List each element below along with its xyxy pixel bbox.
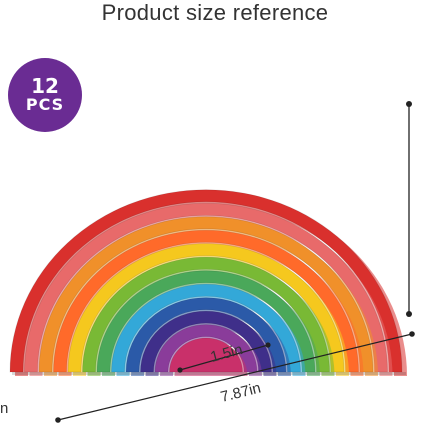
total-arrow-left-dot	[55, 417, 61, 423]
rainbow-arc-4	[53, 229, 359, 373]
inner-arrow-left-dot	[177, 367, 183, 373]
inner-width-dimension	[179, 344, 269, 371]
total-width-label: 7.87in	[219, 379, 263, 405]
total-arrow-right-dot	[409, 331, 415, 337]
rainbow-arc-6	[82, 256, 330, 373]
page-heading: Product size reference	[101, 0, 329, 25]
rainbow-arc-9	[125, 297, 287, 373]
badge-count: 12	[31, 74, 59, 98]
rainbow-arc-5	[67, 243, 345, 373]
inner-arrow-right-dot	[265, 342, 271, 348]
height-arrow-top-dot	[406, 101, 412, 107]
rainbow-arc-7	[96, 270, 316, 373]
rainbow-base-shadow	[12, 372, 406, 375]
total-width-dimension	[57, 333, 413, 421]
rainbow-arc-8	[111, 283, 301, 373]
rainbow-stack	[9, 189, 407, 376]
piece-count-badge: 12 PCS	[8, 58, 82, 132]
rainbow-arc-1	[9, 189, 403, 373]
rainbow-arc-2	[24, 202, 388, 373]
rainbow-arc-12	[169, 337, 243, 373]
rainbow-arc-10	[140, 310, 272, 373]
height-arrow-bottom-dot	[406, 311, 412, 317]
badge-unit: PCS	[25, 95, 65, 114]
rainbow-arc-3	[38, 216, 374, 373]
left-dimension-label: n	[0, 400, 8, 417]
